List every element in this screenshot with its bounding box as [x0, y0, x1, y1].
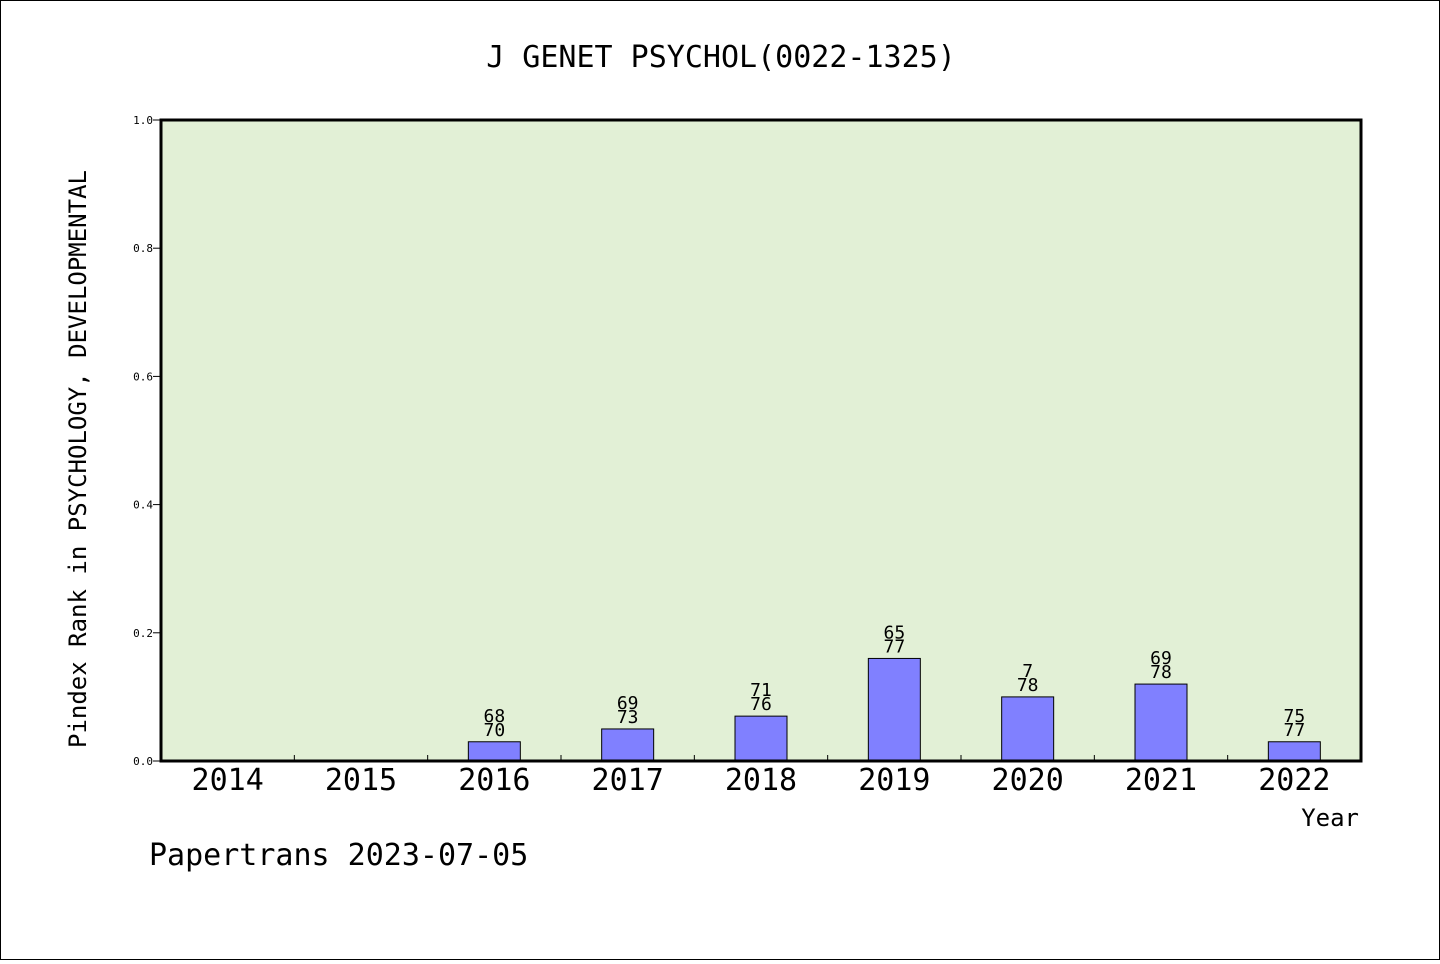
bar-label-top: 7 — [1022, 661, 1033, 682]
bar-label-top: 69 — [1150, 648, 1172, 669]
x-tick-label: 2014 — [192, 763, 264, 798]
bar-label-top: 65 — [883, 622, 905, 643]
x-tick-label: 2016 — [458, 763, 530, 798]
bar-label-bottom: 78 — [1017, 675, 1039, 696]
chart-title: J GENET PSYCHOL(0022-1325) — [486, 40, 956, 75]
x-tick-label: 2018 — [725, 763, 797, 798]
x-tick-label: 2019 — [858, 763, 930, 798]
bar-label-bottom: 70 — [483, 720, 505, 741]
plot-background — [161, 120, 1361, 761]
bar-label-top: 71 — [750, 680, 772, 701]
plot-border — [159, 118, 1363, 763]
x-tick-label: 2022 — [1258, 763, 1330, 798]
y-axis-label: Pindex Rank in PSYCHOLOGY, DEVELOPMENTAL — [64, 170, 92, 748]
bar-label-top: 68 — [483, 706, 505, 727]
bar — [601, 728, 655, 762]
bar — [1134, 683, 1188, 762]
bar-label-bottom: 73 — [617, 707, 639, 728]
bar-label-bottom: 77 — [883, 636, 905, 657]
bar — [467, 741, 521, 762]
bar — [734, 715, 788, 762]
x-tick-label: 2021 — [1125, 763, 1197, 798]
bar-label-top: 75 — [1283, 706, 1305, 727]
bar-label-top: 69 — [617, 693, 639, 714]
x-tick-label: 2020 — [992, 763, 1064, 798]
y-tick-label: 0.0 — [133, 755, 153, 768]
bar — [1267, 741, 1321, 762]
x-axis-label: Year — [1301, 804, 1359, 832]
bar-label-bottom: 77 — [1283, 720, 1305, 741]
y-tick-label: 0.8 — [133, 242, 153, 255]
y-tick-label: 0.2 — [133, 627, 153, 640]
bar-label-bottom: 78 — [1150, 662, 1172, 683]
bar-label-bottom: 76 — [750, 694, 772, 715]
bar — [1001, 696, 1055, 762]
y-tick-label: 0.4 — [133, 499, 153, 512]
y-tick-label: 0.6 — [133, 370, 153, 383]
footer-credit: Papertrans 2023-07-05 — [149, 838, 528, 873]
y-tick-label: 1.0 — [133, 114, 153, 127]
x-tick-label: 2015 — [325, 763, 397, 798]
bar — [867, 657, 921, 762]
x-tick-label: 2017 — [592, 763, 664, 798]
